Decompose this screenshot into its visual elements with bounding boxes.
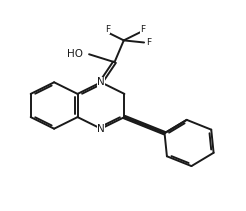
Text: N: N [97, 124, 105, 134]
Text: N: N [97, 77, 105, 87]
Text: F: F [146, 38, 152, 47]
Text: HO: HO [67, 49, 83, 59]
Text: F: F [140, 25, 145, 34]
Text: F: F [105, 25, 110, 34]
